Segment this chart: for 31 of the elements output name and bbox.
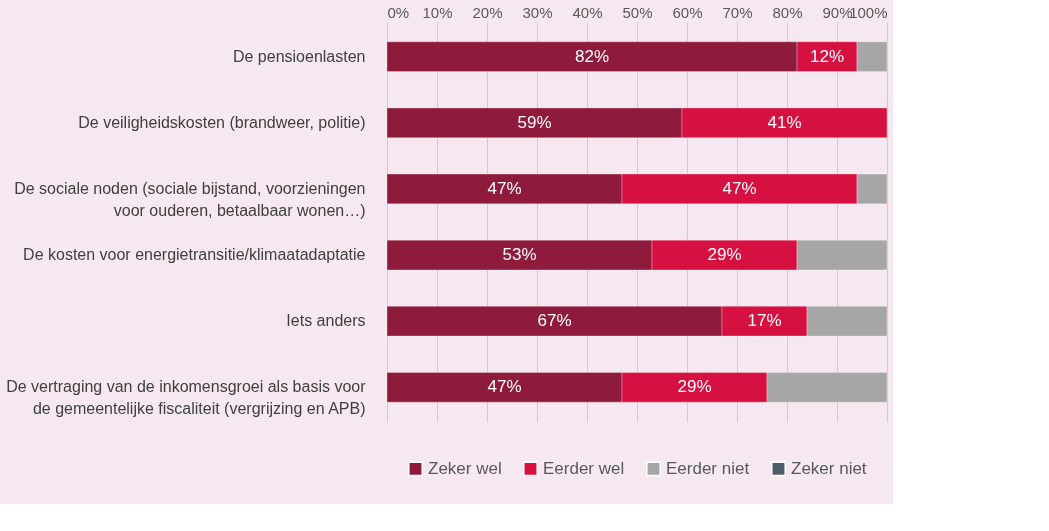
legend-label: Zeker niet xyxy=(791,458,867,478)
x-tick-label: 70% xyxy=(722,3,753,21)
x-tick-label: 10% xyxy=(422,3,453,21)
x-tick-label: 40% xyxy=(572,3,603,21)
x-tick-label: 60% xyxy=(672,3,703,21)
data-label: 12% xyxy=(809,46,845,66)
data-label: 47% xyxy=(722,178,757,198)
x-tick-label: 80% xyxy=(772,3,803,21)
y-tick-label: Iets anders xyxy=(286,312,366,330)
y-tick-label: De vertraging van de inkomensgroei als basis voor de gemeentelijke fiscaliteit (vergrijzing en APB) xyxy=(6,378,367,418)
y-tick-label: De veiligheidskosten (brandweer, politie) xyxy=(78,113,366,131)
data-label: 53% xyxy=(502,245,537,265)
y-tick-label: De pensioenlasten xyxy=(232,47,366,65)
data-label: 67% xyxy=(537,311,572,331)
data-label: 59% xyxy=(517,112,552,132)
x-tick-label: 0% xyxy=(387,3,410,21)
data-label: 41% xyxy=(767,112,802,132)
data-label: 47% xyxy=(487,178,522,198)
y-tick-label: De sociale noden (sociale bijstand, voorzieningen voor ouderen, betaalbaar wonen…) xyxy=(14,179,366,219)
data-label: 29% xyxy=(707,245,742,265)
legend-label: Zeker wel xyxy=(428,458,502,478)
legend-label: Eerder niet xyxy=(666,458,750,478)
data-label: 82% xyxy=(574,46,610,66)
data-label: 29% xyxy=(677,377,712,397)
legend-label: Eerder wel xyxy=(543,458,625,478)
x-tick-label: 30% xyxy=(522,3,553,21)
data-label: 17% xyxy=(747,311,782,331)
y-tick-label: De kosten voor energietransitie/klimaatadaptatie xyxy=(23,246,366,264)
x-tick-label: 50% xyxy=(622,3,653,21)
x-tick-label: 20% xyxy=(472,3,503,21)
data-label: 47% xyxy=(487,377,522,397)
